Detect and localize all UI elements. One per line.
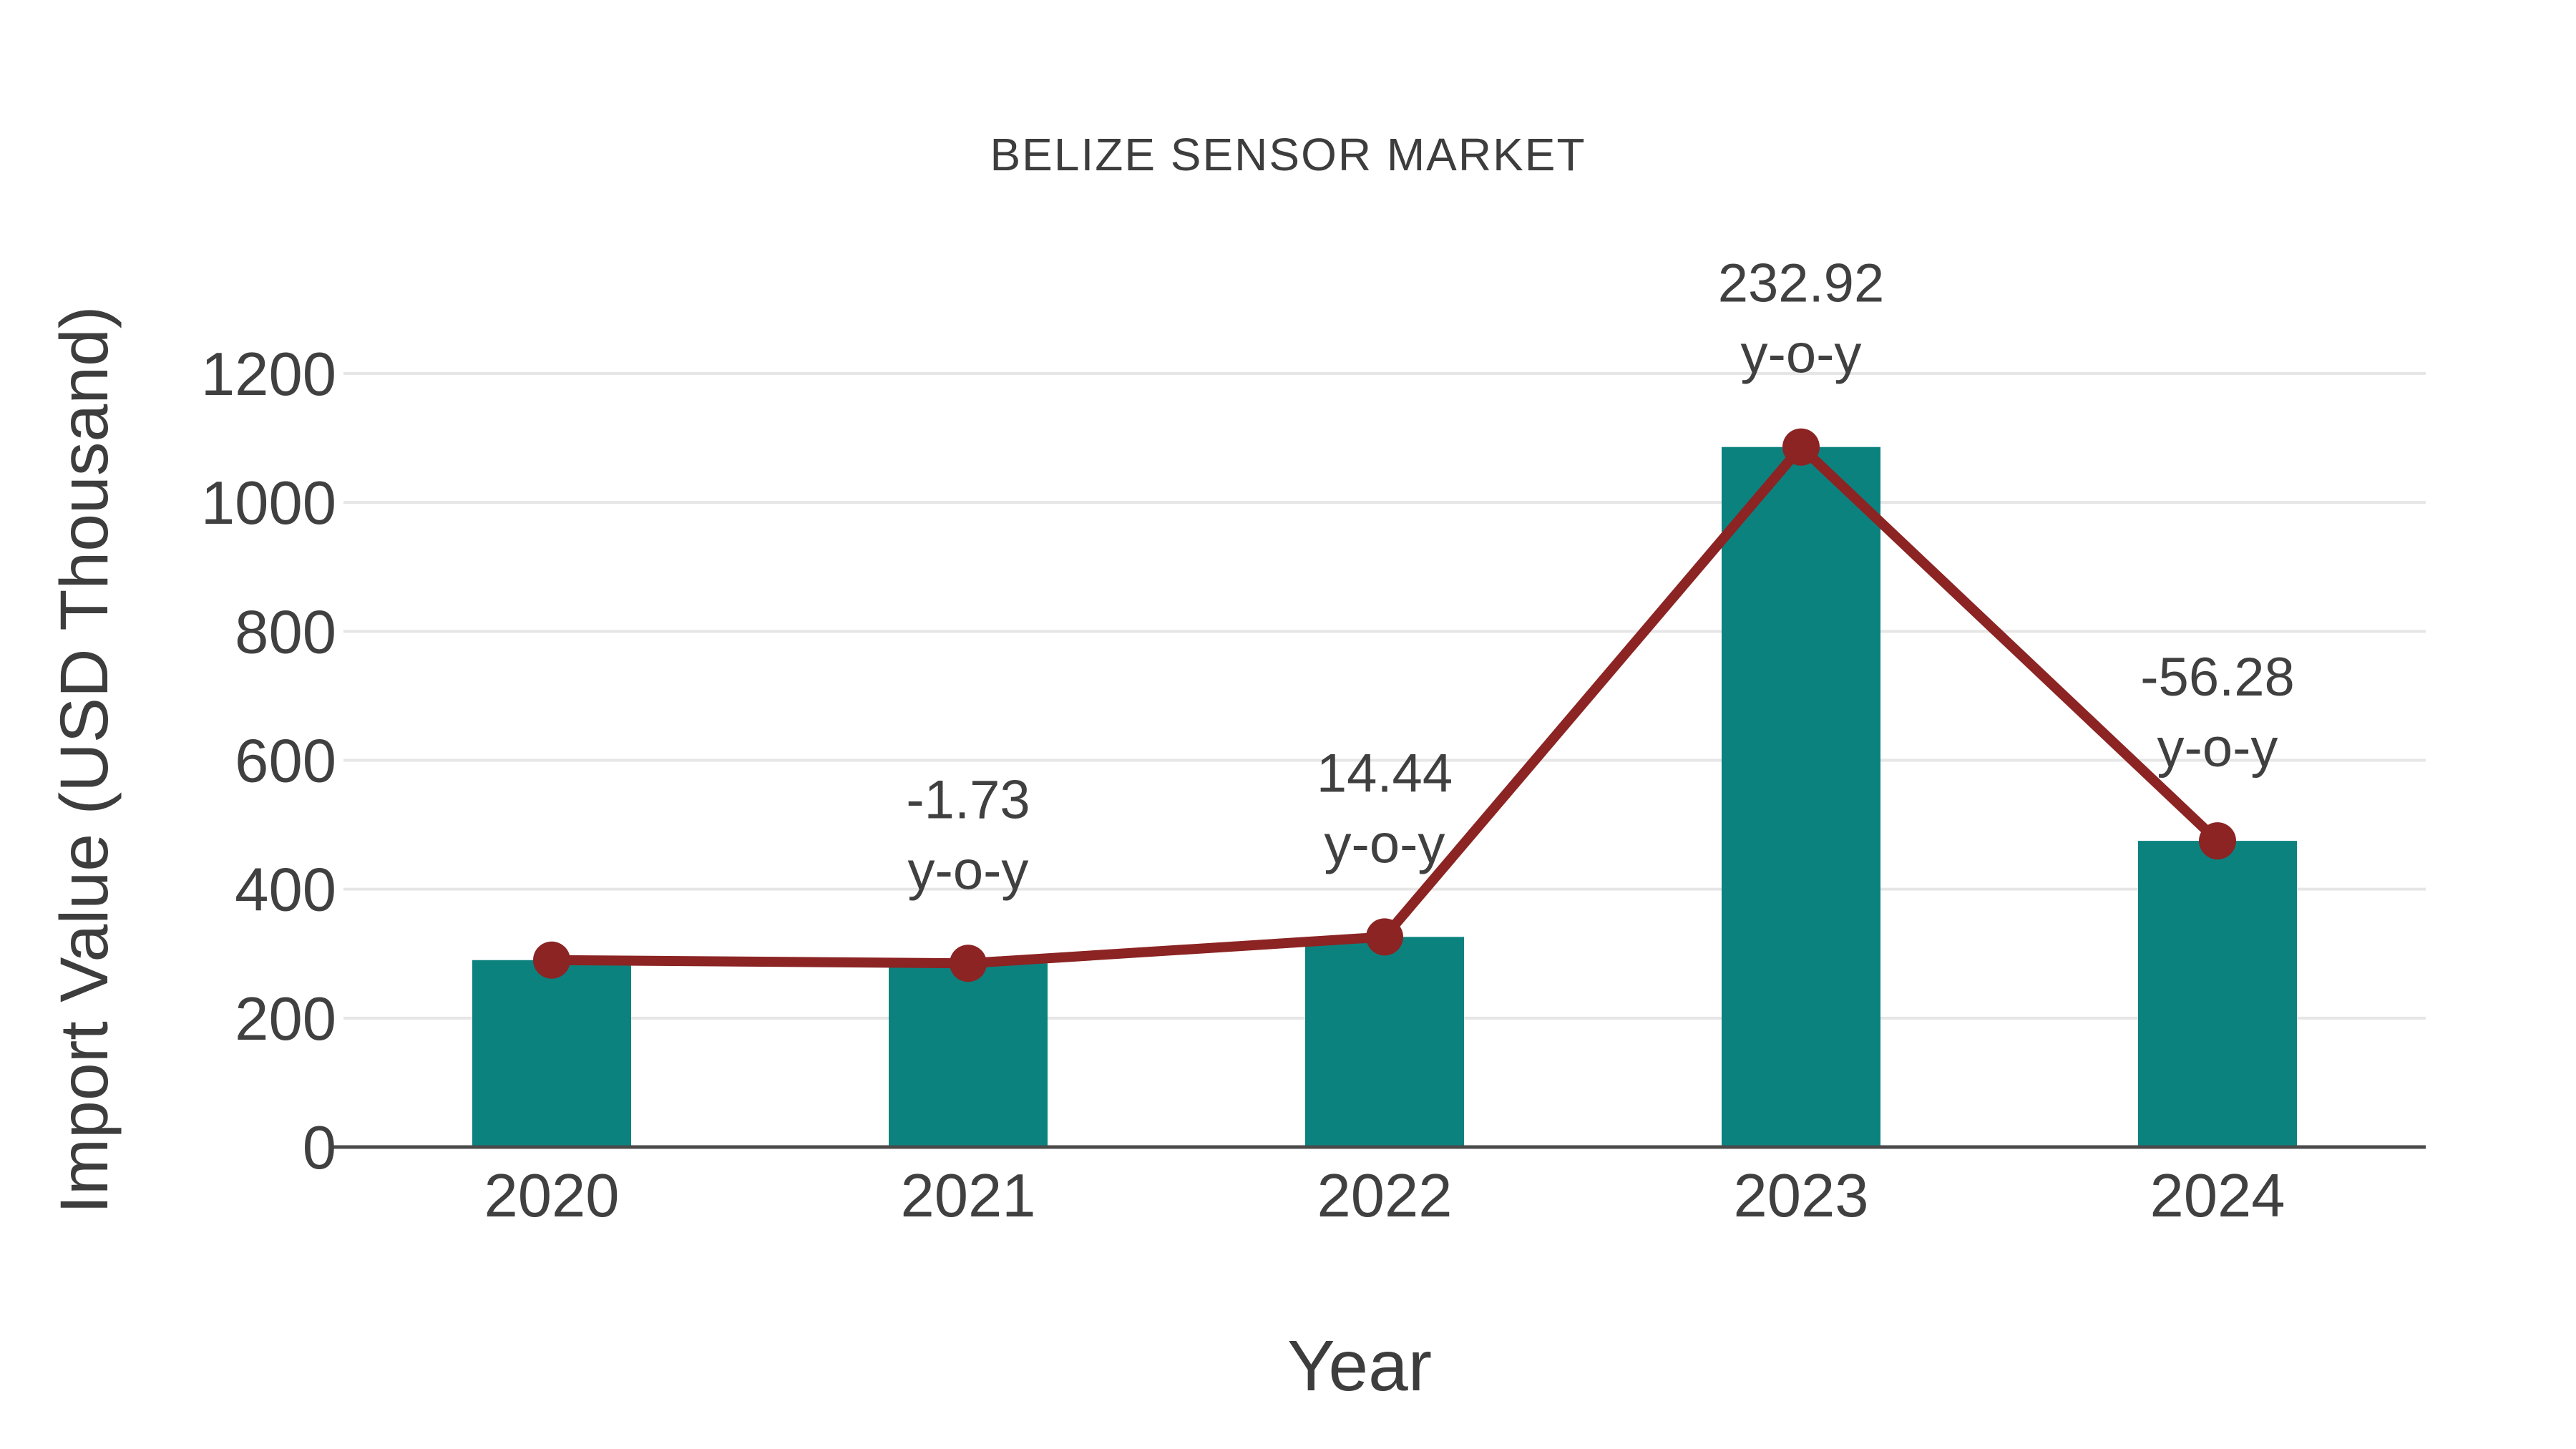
y-tick-label-1000: 1000 (201, 469, 336, 537)
trend-marker-2023 (1782, 428, 1820, 466)
yoy-value-2022: 14.44 (1317, 743, 1453, 804)
yoy-suffix-2022: y-o-y (1324, 814, 1445, 874)
yoy-suffix-2024: y-o-y (2157, 718, 2278, 779)
yoy-suffix-2021: y-o-y (908, 840, 1029, 901)
bar-2021 (889, 963, 1048, 1147)
y-tick-label-400: 400 (235, 857, 336, 924)
bar-2022 (1305, 937, 1464, 1147)
yoy-value-2021: -1.73 (906, 769, 1030, 830)
bar-2020 (472, 960, 631, 1147)
line-layer (533, 428, 2236, 982)
trend-line (551, 441, 2221, 969)
x-tick-label-2022: 2022 (1317, 1162, 1452, 1230)
bar-2024 (2138, 841, 2297, 1147)
x-tick-label-2024: 2024 (2150, 1162, 2285, 1230)
x-tick-label-2021: 2021 (900, 1162, 1035, 1230)
x-tick-label-2023: 2023 (1733, 1162, 1868, 1230)
chart-title: BELIZE SENSOR MARKET (990, 129, 1586, 180)
annotation-layer: -1.73 y-o-y 14.44 y-o-y 232.92 y-o-y -56.28 y-o… (906, 253, 2294, 902)
y-tick-label-1200: 1200 (201, 341, 336, 409)
y-tick-label-200: 200 (235, 985, 336, 1053)
y-tick-label-0: 0 (303, 1114, 336, 1182)
x-tick-label-2020: 2020 (484, 1162, 619, 1230)
grid-layer (343, 372, 2426, 1020)
trend-marker-2021 (950, 945, 987, 982)
x-axis-title: Year (1287, 1326, 1432, 1406)
y-axis-title: Import Value (USD Thousand) (47, 306, 122, 1214)
y-tick-label-600: 600 (235, 728, 336, 796)
yoy-suffix-2023: y-o-y (1741, 324, 1862, 385)
yoy-value-2023: 232.92 (1718, 253, 1884, 314)
bar-layer (472, 447, 2297, 1147)
trend-marker-2022 (1366, 918, 1403, 956)
yoy-value-2024: -56.28 (2140, 647, 2295, 708)
y-tick-label-800: 800 (235, 598, 336, 666)
trend-marker-2024 (2199, 822, 2236, 860)
bar-2023 (1722, 447, 1880, 1147)
label-layer: 0 200 400 600 800 1000 1200 2020 2021 2022 2023 202… (201, 341, 2285, 1230)
trend-marker-2020 (533, 941, 570, 979)
